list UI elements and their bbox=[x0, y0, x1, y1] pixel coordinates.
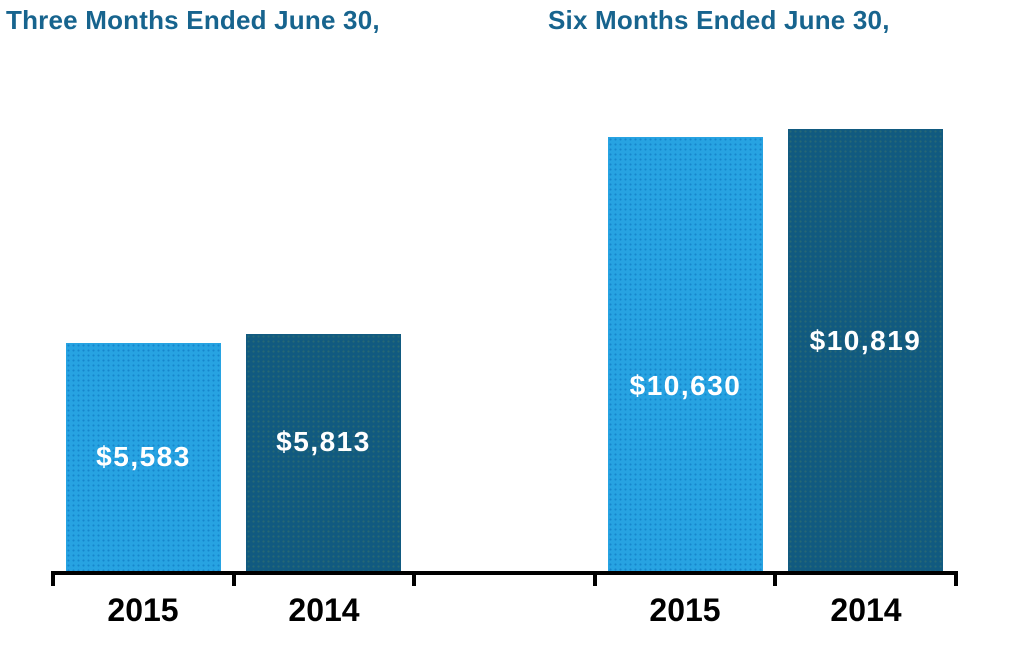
x-axis-tick bbox=[412, 571, 416, 586]
x-axis-label-three-months-2014: 2014 bbox=[288, 592, 360, 628]
x-axis-label-three-months-2015: 2015 bbox=[107, 592, 179, 628]
chart-title-three-months: Three Months Ended June 30, bbox=[6, 5, 380, 35]
bar-value-label-six-months-2015: $10,630 bbox=[629, 370, 742, 401]
bar-three-months-2014 bbox=[246, 334, 401, 571]
bar-three-months-2015 bbox=[66, 343, 221, 571]
chart-title-six-months: Six Months Ended June 30, bbox=[548, 5, 890, 35]
x-axis-label-six-months-2014: 2014 bbox=[830, 592, 902, 628]
x-axis-label-six-months-2015: 2015 bbox=[649, 592, 721, 628]
x-axis-tick bbox=[232, 571, 236, 586]
bar-six-months-2015 bbox=[608, 137, 763, 571]
bar-six-months-2014 bbox=[788, 129, 943, 571]
x-axis-line bbox=[51, 571, 958, 575]
x-axis-tick bbox=[593, 571, 597, 586]
bar-value-label-three-months-2015: $5,583 bbox=[96, 441, 191, 472]
x-axis-tick bbox=[773, 571, 777, 586]
bar-value-label-three-months-2014: $5,813 bbox=[276, 426, 371, 457]
x-axis-tick bbox=[954, 571, 958, 586]
bar-value-label-six-months-2014: $10,819 bbox=[809, 325, 922, 356]
x-axis-tick bbox=[51, 571, 55, 586]
